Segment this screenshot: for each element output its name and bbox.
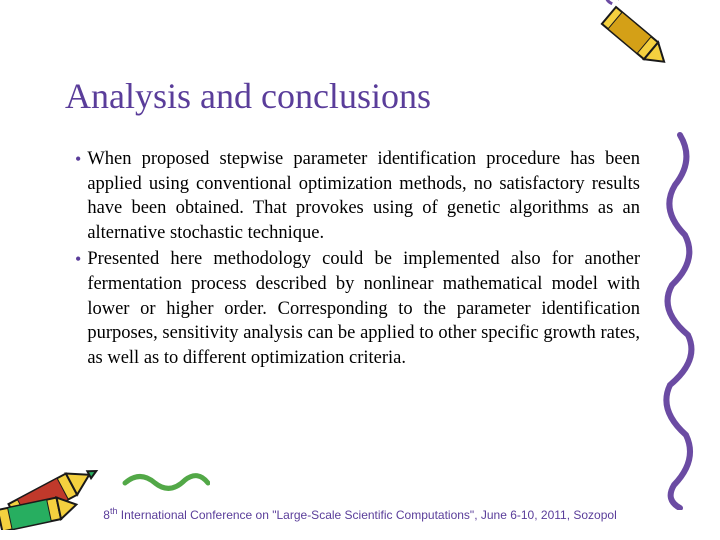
bullet-item: • Presented here methodology could be im… (75, 247, 640, 370)
slide-container: Analysis and conclusions • When proposed… (0, 0, 720, 540)
bullet-text: When proposed stepwise parameter identif… (87, 147, 640, 245)
squiggle-right-icon (650, 130, 705, 510)
footer-rest: International Conference on "Large-Scale… (117, 508, 616, 522)
bullet-marker: • (75, 147, 81, 171)
bullets-container: • When proposed stepwise parameter ident… (65, 147, 640, 370)
slide-title: Analysis and conclusions (65, 75, 640, 117)
bullet-text: Presented here methodology could be impl… (87, 247, 640, 370)
crayon-bottom-icon (0, 440, 120, 530)
bullet-item: • When proposed stepwise parameter ident… (75, 147, 640, 245)
crayon-top-icon (580, 0, 680, 80)
bullet-marker: • (75, 247, 81, 271)
squiggle-bottom-icon (120, 465, 210, 500)
